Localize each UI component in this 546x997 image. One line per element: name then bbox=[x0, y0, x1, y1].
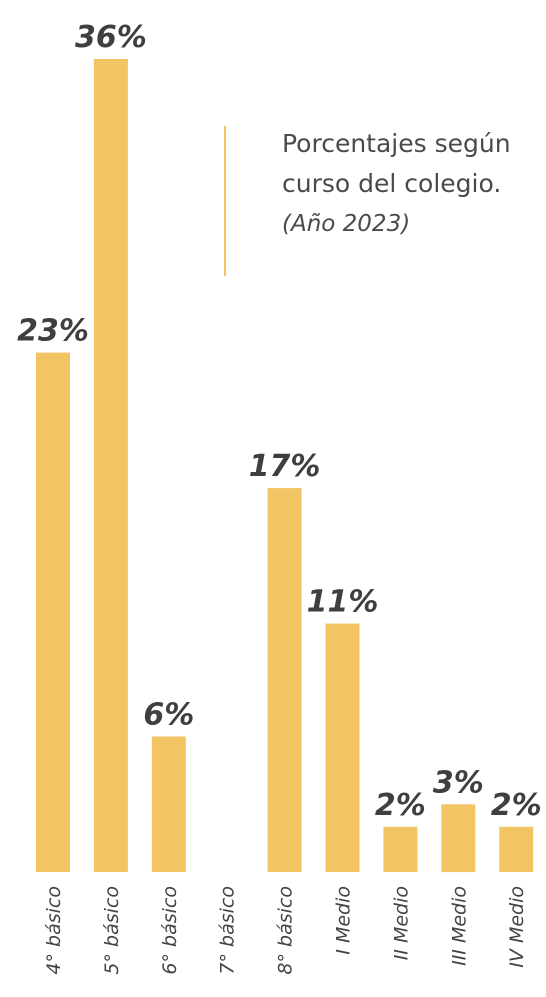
bar-1 bbox=[93, 59, 128, 872]
category-label-5: I Medio bbox=[333, 886, 355, 955]
chart-subtitle: (Año 2023) bbox=[282, 211, 411, 237]
category-label-3: 7° básico bbox=[217, 886, 239, 975]
chart-title-line-1: Porcentajes según bbox=[282, 129, 511, 158]
bar-4 bbox=[267, 488, 302, 872]
category-label-0: 4° básico bbox=[43, 886, 65, 975]
category-label-1: 5° básico bbox=[101, 886, 123, 975]
bar-2 bbox=[151, 736, 186, 872]
bar-value-label-0: 23% bbox=[17, 314, 89, 349]
bar-value-label-2: 6% bbox=[143, 698, 194, 733]
bar-6 bbox=[383, 826, 418, 872]
category-label-8: IV Medio bbox=[506, 886, 528, 968]
bar-8 bbox=[499, 826, 534, 872]
bar-value-label-5: 11% bbox=[307, 585, 379, 620]
bar-value-label-1: 36% bbox=[75, 20, 147, 55]
bar-7 bbox=[441, 804, 476, 873]
bar-0 bbox=[36, 352, 70, 873]
bar-value-label-6: 2% bbox=[375, 788, 426, 823]
category-label-7: III Medio bbox=[448, 886, 470, 966]
bar-value-label-4: 17% bbox=[249, 449, 321, 484]
category-label-2: 6° básico bbox=[159, 886, 181, 975]
bar-5 bbox=[325, 623, 360, 872]
legend-accent-line bbox=[224, 126, 226, 276]
bar-value-label-7: 3% bbox=[433, 765, 484, 800]
category-label-6: II Medio bbox=[390, 886, 412, 960]
chart-caption: Porcentajes según curso del colegio. (Añ… bbox=[282, 124, 546, 244]
bar-value-label-8: 2% bbox=[491, 788, 542, 823]
category-label-4: 8° básico bbox=[275, 886, 297, 975]
chart-title-line-2: curso del colegio. bbox=[282, 169, 502, 198]
